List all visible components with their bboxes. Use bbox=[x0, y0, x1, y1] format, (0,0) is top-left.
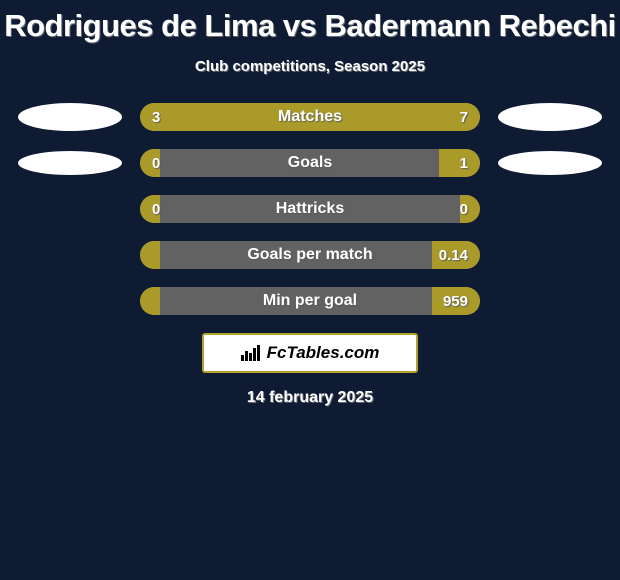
stat-label: Goals per match bbox=[140, 241, 480, 269]
stat-bar: 0Hattricks0 bbox=[140, 195, 480, 223]
stat-row: 0Goals1 bbox=[0, 149, 620, 177]
stat-row: Goals per match0.14 bbox=[0, 241, 620, 269]
stat-label: Goals bbox=[140, 149, 480, 177]
stat-bar: 0Goals1 bbox=[140, 149, 480, 177]
stat-bar: Min per goal959 bbox=[140, 287, 480, 315]
stat-row: Min per goal959 bbox=[0, 287, 620, 315]
stat-row: 0Hattricks0 bbox=[0, 195, 620, 223]
stat-bar: 3Matches7 bbox=[140, 103, 480, 131]
bar-chart-icon bbox=[241, 345, 261, 361]
stat-value-right: 0 bbox=[460, 195, 468, 223]
player-right-marker bbox=[498, 103, 602, 131]
page-subtitle: Club competitions, Season 2025 bbox=[0, 58, 620, 75]
stat-rows: 3Matches70Goals10Hattricks0Goals per mat… bbox=[0, 103, 620, 315]
stat-value-right: 7 bbox=[460, 103, 468, 131]
stat-value-right: 1 bbox=[460, 149, 468, 177]
branding-text: FcTables.com bbox=[267, 343, 380, 363]
stat-value-right: 0.14 bbox=[439, 241, 468, 269]
player-left-marker bbox=[18, 103, 122, 131]
stat-label: Matches bbox=[140, 103, 480, 131]
player-right-marker bbox=[498, 151, 602, 175]
stat-value-right: 959 bbox=[443, 287, 468, 315]
stat-label: Min per goal bbox=[140, 287, 480, 315]
branding-badge: FcTables.com bbox=[202, 333, 418, 373]
date-text: 14 february 2025 bbox=[0, 389, 620, 407]
player-left-marker bbox=[18, 151, 122, 175]
stat-row: 3Matches7 bbox=[0, 103, 620, 131]
stat-bar: Goals per match0.14 bbox=[140, 241, 480, 269]
comparison-infographic: Rodrigues de Lima vs Badermann Rebechi C… bbox=[0, 0, 620, 580]
page-title: Rodrigues de Lima vs Badermann Rebechi bbox=[0, 8, 620, 44]
stat-label: Hattricks bbox=[140, 195, 480, 223]
